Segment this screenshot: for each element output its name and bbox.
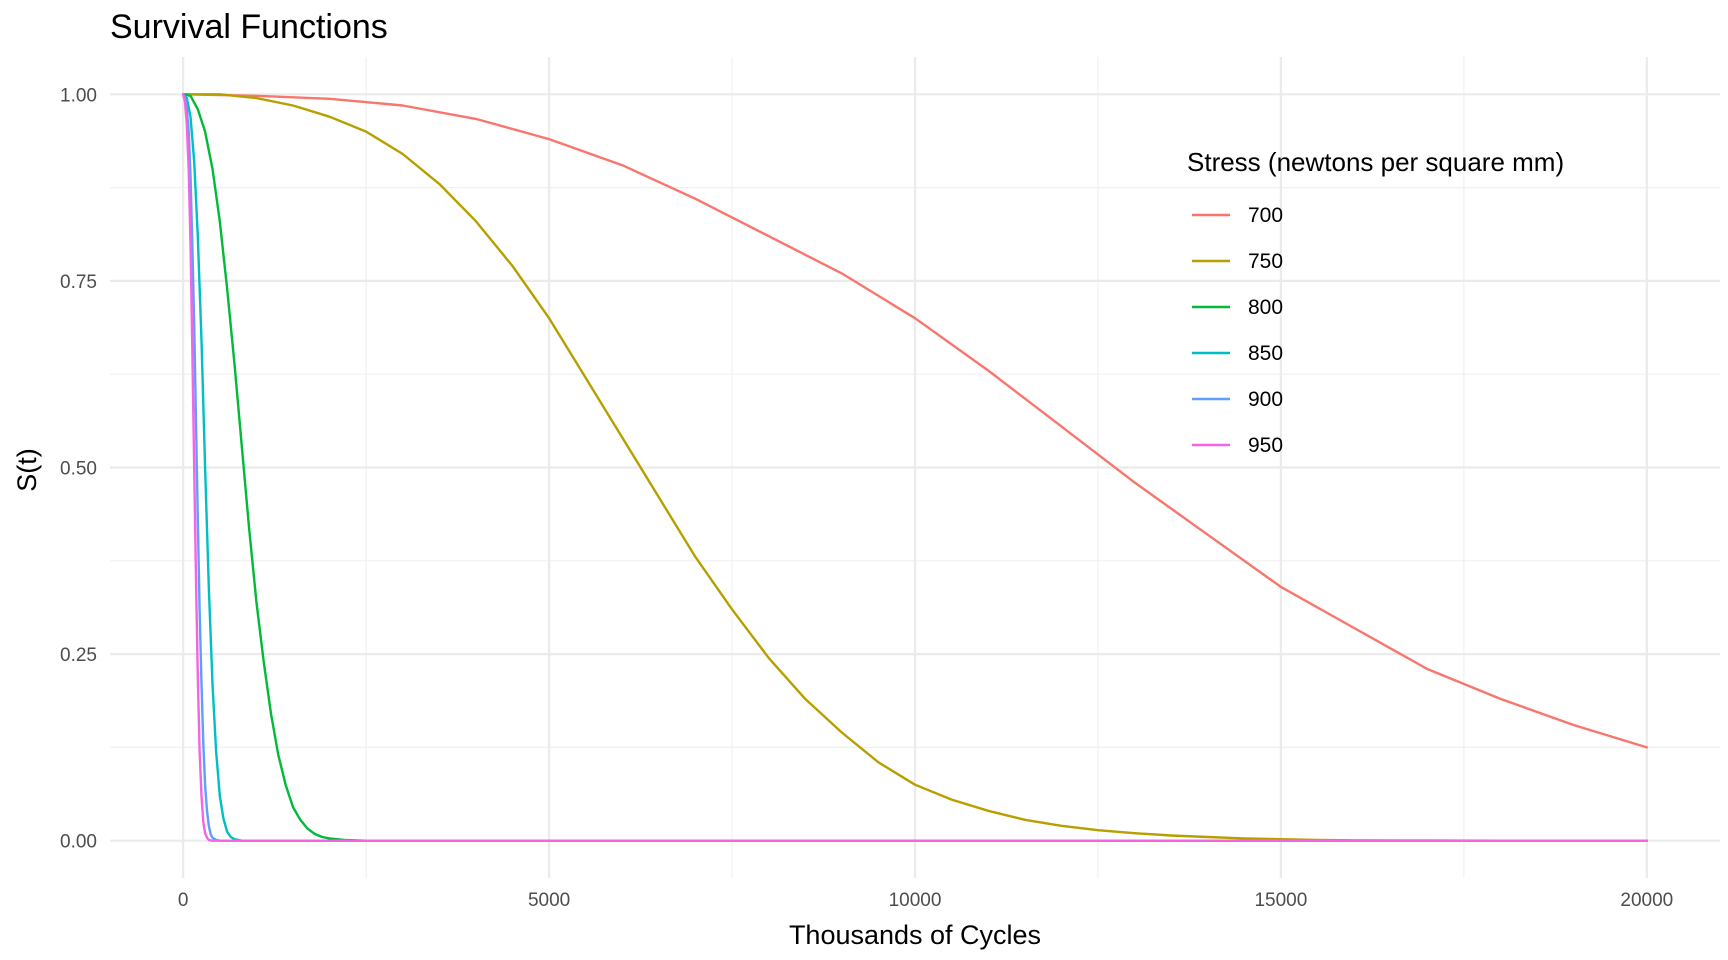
legend-items: 700 750 800 850 900 950 bbox=[1192, 204, 1283, 457]
legend-label-750: 750 bbox=[1248, 250, 1283, 273]
x-tick-label: 20000 bbox=[1620, 890, 1673, 911]
x-tick-label: 5000 bbox=[528, 890, 570, 911]
legend-label-850: 850 bbox=[1248, 342, 1283, 365]
y-tick-label: 0.25 bbox=[60, 645, 97, 666]
legend-title: Stress (newtons per square mm) bbox=[1187, 147, 1564, 177]
x-tick-label: 15000 bbox=[1254, 890, 1307, 911]
series-lines bbox=[181, 93, 1649, 842]
y-tick-label: 1.00 bbox=[60, 85, 97, 106]
legend-label-950: 950 bbox=[1248, 434, 1283, 457]
legend-label-900: 900 bbox=[1248, 388, 1283, 411]
x-axis-tick-labels: 0 5000 10000 15000 20000 bbox=[178, 890, 1673, 911]
chart-title: Survival Functions bbox=[110, 8, 388, 46]
series-line-700 bbox=[181, 93, 1649, 749]
y-tick-label: 0.00 bbox=[60, 832, 97, 853]
series-line-750 bbox=[181, 93, 1649, 842]
x-tick-label: 0 bbox=[178, 890, 189, 911]
x-axis-title: Thousands of Cycles bbox=[789, 920, 1041, 950]
legend: Stress (newtons per square mm) 700 750 800… bbox=[1187, 147, 1564, 457]
x-tick-label: 10000 bbox=[889, 890, 942, 911]
legend-label-700: 700 bbox=[1248, 204, 1283, 227]
legend-label-800: 800 bbox=[1248, 296, 1283, 319]
y-tick-label: 0.75 bbox=[60, 272, 97, 293]
y-axis-title: S(t) bbox=[12, 448, 42, 492]
series-line-950 bbox=[181, 93, 1649, 842]
y-tick-label: 0.50 bbox=[60, 459, 97, 480]
y-axis-tick-labels: 0.00 0.25 0.50 0.75 1.00 bbox=[60, 85, 97, 852]
major-gridlines bbox=[110, 57, 1720, 878]
